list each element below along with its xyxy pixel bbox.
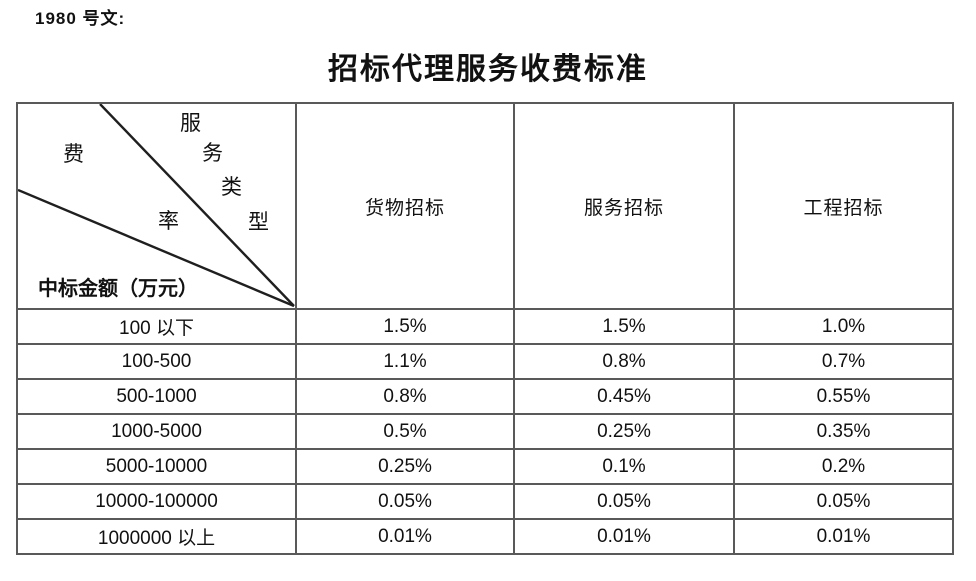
diagonal-corner-cell: 服 务 类 型 费 率 中标金额（万元） xyxy=(16,102,297,310)
rate-cell: 1.1% xyxy=(295,343,515,380)
fee-standard-table: 服 务 类 型 费 率 中标金额（万元） 货物招标 服务招标 工程招标 100 … xyxy=(16,102,954,555)
rate-cell: 1.5% xyxy=(295,308,515,345)
rate-cell: 0.7% xyxy=(733,343,954,380)
table-row: 5000-10000 0.25% 0.1% 0.2% xyxy=(16,448,954,485)
rate-cell: 0.05% xyxy=(513,483,735,520)
corner-fee-rate-char-1: 费 xyxy=(63,142,84,166)
corner-amount-label: 中标金额（万元） xyxy=(38,278,198,300)
row-range-label: 10000-100000 xyxy=(16,483,297,520)
row-range-label: 500-1000 xyxy=(16,378,297,415)
row-range-label: 100-500 xyxy=(16,343,297,380)
table-row: 500-1000 0.8% 0.45% 0.55% xyxy=(16,378,954,415)
rate-cell: 0.5% xyxy=(295,413,515,450)
diagonal-lines-graphic xyxy=(19,105,294,307)
row-range-label: 100 以下 xyxy=(16,308,297,345)
rate-cell: 0.55% xyxy=(733,378,954,415)
corner-service-type-char-1: 服 xyxy=(180,111,201,135)
rate-cell: 0.01% xyxy=(513,518,735,555)
column-header-goods: 货物招标 xyxy=(295,102,515,310)
table-row: 1000-5000 0.5% 0.25% 0.35% xyxy=(16,413,954,450)
corner-service-type-char-3: 类 xyxy=(221,175,242,199)
rate-cell: 1.5% xyxy=(513,308,735,345)
table-row: 100 以下 1.5% 1.5% 1.0% xyxy=(16,308,954,345)
rate-cell: 0.8% xyxy=(513,343,735,380)
column-header-services: 服务招标 xyxy=(513,102,735,310)
rate-cell: 0.1% xyxy=(513,448,735,485)
rate-cell: 0.25% xyxy=(295,448,515,485)
corner-fee-rate-char-2: 率 xyxy=(158,209,179,233)
corner-service-type-char-4: 型 xyxy=(248,210,269,234)
doc-number-label: 1980 号文: xyxy=(35,9,126,28)
rate-cell: 0.35% xyxy=(733,413,954,450)
table-header-row: 服 务 类 型 费 率 中标金额（万元） 货物招标 服务招标 工程招标 xyxy=(16,102,954,310)
corner-service-type-char-2: 务 xyxy=(202,141,223,165)
row-range-label: 1000-5000 xyxy=(16,413,297,450)
table-row: 10000-100000 0.05% 0.05% 0.05% xyxy=(16,483,954,520)
rate-cell: 0.05% xyxy=(295,483,515,520)
rate-cell: 1.0% xyxy=(733,308,954,345)
rate-cell: 0.8% xyxy=(295,378,515,415)
rate-cell: 0.05% xyxy=(733,483,954,520)
rate-cell: 0.45% xyxy=(513,378,735,415)
page-title: 招标代理服务收费标准 xyxy=(328,53,648,86)
rate-cell: 0.01% xyxy=(733,518,954,555)
table-row: 1000000 以上 0.01% 0.01% 0.01% xyxy=(16,518,954,555)
rate-cell: 0.2% xyxy=(733,448,954,485)
row-range-label: 1000000 以上 xyxy=(16,518,297,555)
rate-cell: 0.01% xyxy=(295,518,515,555)
column-header-engineering: 工程招标 xyxy=(733,102,954,310)
table-row: 100-500 1.1% 0.8% 0.7% xyxy=(16,343,954,380)
row-range-label: 5000-10000 xyxy=(16,448,297,485)
rate-cell: 0.25% xyxy=(513,413,735,450)
